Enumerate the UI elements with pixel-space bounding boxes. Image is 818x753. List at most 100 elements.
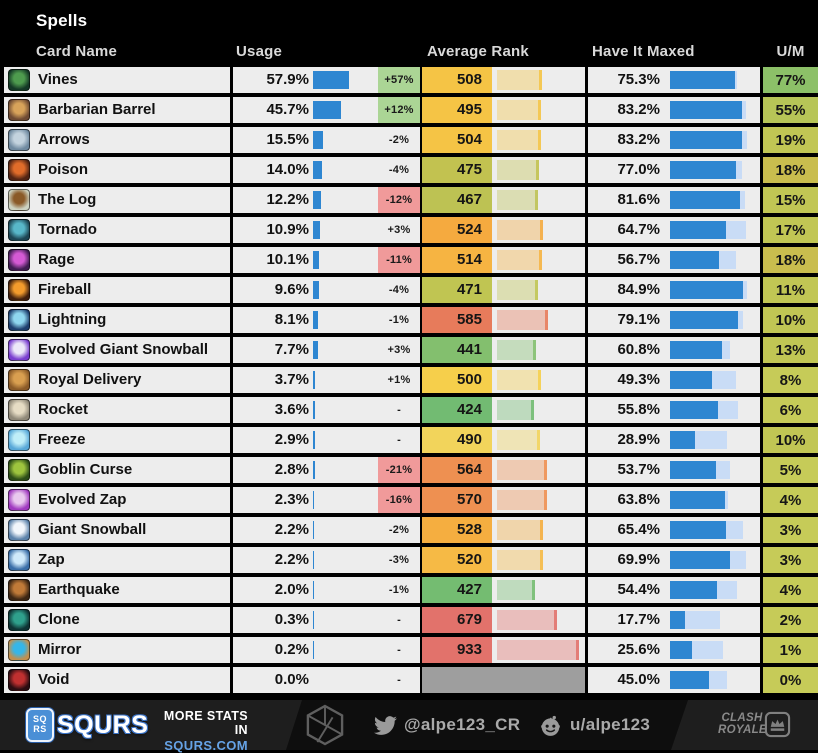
- table-row: Mirror 0.2% - 933 25.6% 1%: [0, 637, 818, 663]
- table-row: The Log 12.2% -12% 467 81.6% 15%: [0, 187, 818, 213]
- have-it-maxed-cell: 83.2%: [588, 127, 760, 153]
- um-cell: 13%: [763, 337, 818, 363]
- have-it-maxed-cell: 64.7%: [588, 217, 760, 243]
- clone-card-icon: [8, 609, 30, 631]
- usage-change-badge: -12%: [378, 187, 420, 213]
- lightning-card-icon: [8, 309, 30, 331]
- usage-cell: 8.1% -1%: [233, 307, 420, 333]
- rank-bar: [497, 610, 557, 630]
- usage-bar: [313, 221, 320, 239]
- um-value: 3%: [780, 522, 802, 539]
- usage-change-badge: -: [378, 667, 420, 693]
- usage-cell: 3.7% +1%: [233, 367, 420, 393]
- card-name-cell: Earthquake: [4, 577, 230, 603]
- maxed-value: 84.9%: [588, 277, 660, 303]
- average-rank-cell: 933: [422, 637, 585, 663]
- usage-cell: 10.1% -11%: [233, 247, 420, 273]
- usage-cell: 2.8% -21%: [233, 457, 420, 483]
- usage-change-badge: -16%: [378, 487, 420, 513]
- usage-change-badge: -4%: [378, 157, 420, 183]
- maxed-bar-zone: [670, 581, 756, 599]
- card-name-cell: Zap: [4, 547, 230, 573]
- usage-change-badge: -1%: [378, 577, 420, 603]
- rank-bar: [497, 400, 534, 420]
- maxed-bar: [670, 551, 730, 569]
- usage-bar: [313, 281, 319, 299]
- usage-value: 15.5%: [233, 127, 309, 153]
- the-log-card-icon: [8, 189, 30, 211]
- usage-bar: [313, 161, 322, 179]
- maxed-bar-zone: [670, 281, 756, 299]
- card-name-cell: Barbarian Barrel: [4, 97, 230, 123]
- hex-emblem-icon: [306, 704, 344, 746]
- col-header-card-name: Card Name: [36, 43, 117, 60]
- table-row: Arrows 15.5% -2% 504 83.2% 19%: [0, 127, 818, 153]
- um-cell: 19%: [763, 127, 818, 153]
- usage-bar: [313, 251, 319, 269]
- average-rank-cell: 467: [422, 187, 585, 213]
- tornado-card-icon: [8, 219, 30, 241]
- um-cell: 55%: [763, 97, 818, 123]
- have-it-maxed-cell: 49.3%: [588, 367, 760, 393]
- squrs-brand-text: SQURS: [57, 711, 148, 740]
- rank-value: 490: [422, 427, 492, 453]
- card-name-cell: Mirror: [4, 637, 230, 663]
- more-stats-line1: MORE STATS IN: [148, 709, 248, 737]
- rank-value: 441: [422, 337, 492, 363]
- usage-cell: 0.3% -: [233, 607, 420, 633]
- have-it-maxed-cell: 63.8%: [588, 487, 760, 513]
- maxed-bar: [670, 251, 719, 269]
- maxed-bar-zone: [670, 371, 756, 389]
- rank-bar: [497, 580, 535, 600]
- maxed-value: 55.8%: [588, 397, 660, 423]
- have-it-maxed-cell: 17.7%: [588, 607, 760, 633]
- usage-cell: 14.0% -4%: [233, 157, 420, 183]
- average-rank-cell: 524: [422, 217, 585, 243]
- usage-value: 3.7%: [233, 367, 309, 393]
- usage-change-badge: -1%: [378, 307, 420, 333]
- rank-value: 528: [422, 517, 492, 543]
- usage-bar: [313, 401, 315, 419]
- um-cell: 18%: [763, 247, 818, 273]
- sqrs-logo: SQ RS: [26, 708, 54, 742]
- rank-bar-tick: [539, 70, 542, 90]
- maxed-bar-zone: [670, 131, 756, 149]
- rank-bar: [497, 280, 538, 300]
- vines-card-icon: [8, 69, 30, 91]
- usage-change-badge: +1%: [378, 367, 420, 393]
- rank-bar: [497, 310, 548, 330]
- rank-bar-zone: [497, 127, 585, 153]
- usage-bar: [313, 431, 315, 449]
- usage-bar: [313, 581, 314, 599]
- average-rank-cell: 490: [422, 427, 585, 453]
- rank-bar-tick: [538, 370, 541, 390]
- rank-value: 427: [422, 577, 492, 603]
- maxed-bar-zone: [670, 71, 756, 89]
- um-cell: 2%: [763, 607, 818, 633]
- usage-bar: [313, 131, 323, 149]
- usage-change-badge: -2%: [378, 127, 420, 153]
- usage-value: 2.9%: [233, 427, 309, 453]
- rank-value: 471: [422, 277, 492, 303]
- maxed-bar: [670, 71, 735, 89]
- usage-bar: [313, 371, 315, 389]
- usage-value: 9.6%: [233, 277, 309, 303]
- rank-value: 520: [422, 547, 492, 573]
- usage-bar: [313, 461, 315, 479]
- usage-cell: 2.2% -2%: [233, 517, 420, 543]
- rank-bar-zone: [497, 247, 585, 273]
- rank-bar: [497, 460, 547, 480]
- maxed-value: 83.2%: [588, 97, 660, 123]
- card-name-cell: Giant Snowball: [4, 517, 230, 543]
- card-name-cell: Lightning: [4, 307, 230, 333]
- table-row: Lightning 8.1% -1% 585 79.1% 10%: [0, 307, 818, 333]
- maxed-bar: [670, 131, 742, 149]
- um-value: 13%: [775, 342, 805, 359]
- rank-bar: [497, 370, 541, 390]
- maxed-bar: [670, 641, 692, 659]
- maxed-bar: [670, 581, 717, 599]
- card-name-cell: Fireball: [4, 277, 230, 303]
- col-header-have-it-maxed: Have It Maxed: [592, 43, 695, 60]
- um-value: 3%: [780, 552, 802, 569]
- average-rank-cell: 514: [422, 247, 585, 273]
